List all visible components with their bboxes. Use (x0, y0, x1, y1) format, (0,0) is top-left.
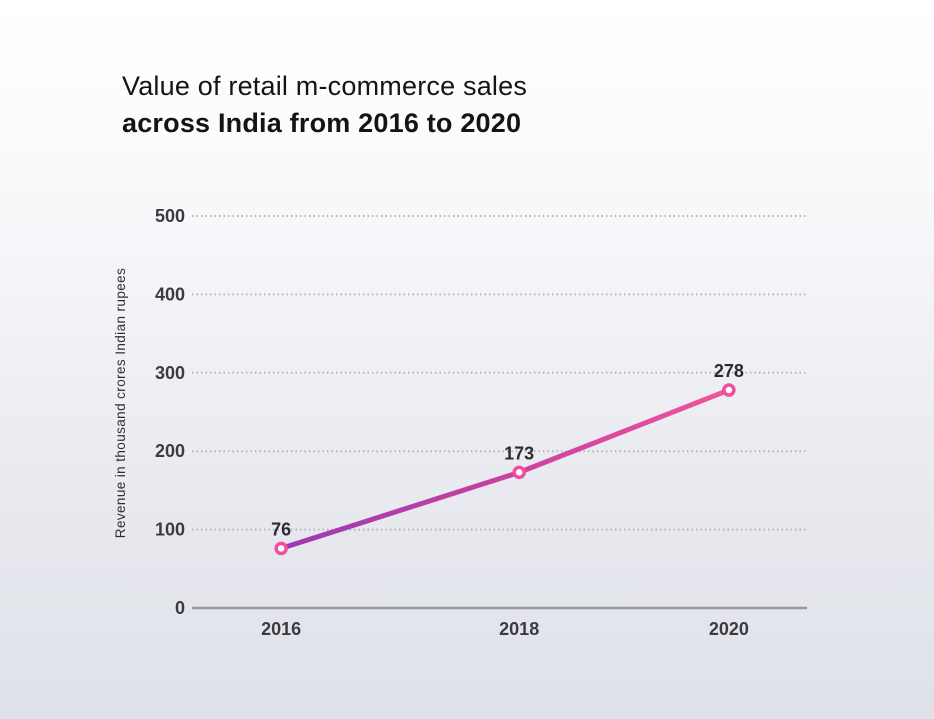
chart-title-line2: across India from 2016 to 2020 (122, 108, 522, 138)
y-tick-label: 500 (155, 206, 185, 226)
y-tick-label: 100 (155, 520, 185, 540)
series-line (278, 387, 732, 551)
x-tick-label: 2016 (261, 619, 301, 639)
data-point-marker (274, 541, 288, 556)
chart-title: Value of retail m-commerce sales across … (122, 68, 527, 142)
x-tick-label: 2020 (709, 619, 749, 639)
data-label: 76 (271, 519, 291, 539)
y-tick-label: 400 (155, 284, 185, 304)
y-tick-label: 300 (155, 363, 185, 383)
y-tick-label: 200 (155, 441, 185, 461)
data-point-marker (512, 465, 526, 480)
chart-title-line1: Value of retail m-commerce sales (122, 71, 528, 101)
x-tick-label: 2018 (499, 619, 539, 639)
y-tick-label: 0 (175, 598, 185, 618)
data-label: 173 (504, 443, 534, 463)
y-axis-title: Revenue in thousand crores Indian rupees (113, 268, 128, 538)
data-label: 278 (714, 361, 744, 381)
data-point-marker (722, 383, 736, 397)
